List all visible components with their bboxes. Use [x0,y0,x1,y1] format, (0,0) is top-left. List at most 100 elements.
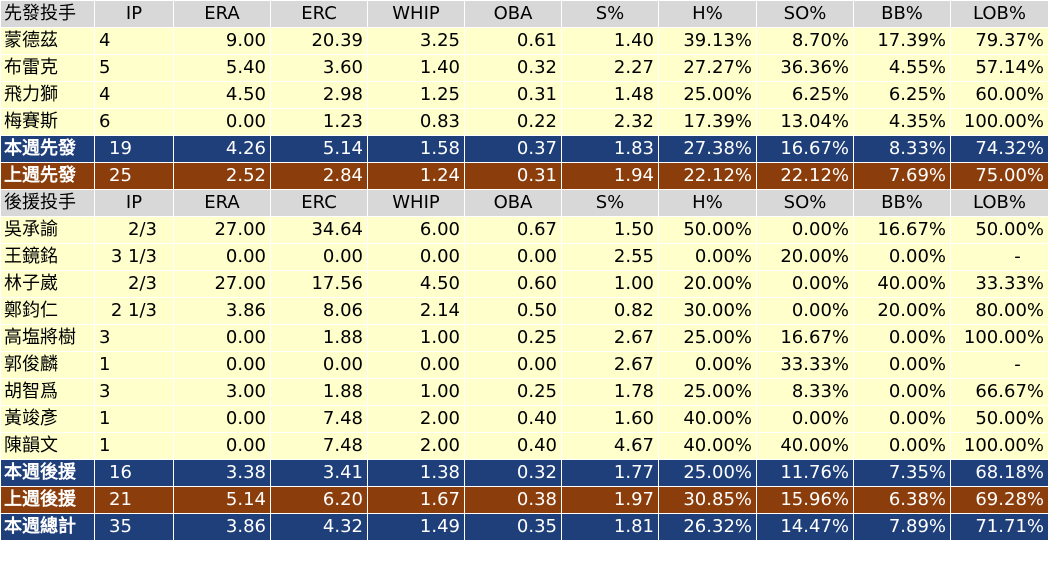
stat-oba: 0.40 [464,405,562,433]
stat-era: 4.50 [173,81,271,109]
pitcher-name: 林子崴 [0,270,95,298]
stat-h-pct: 20.00% [658,270,757,298]
stat-whip: 1.24 [367,162,465,190]
stat-erc: 2.84 [270,162,368,190]
stat-h-pct: 40.00% [658,432,757,460]
stat-whip: 1.58 [367,135,465,163]
stat-s-pct: 1.81 [561,513,659,541]
stat-s-pct: 1.94 [561,162,659,190]
starters-last-week-row: 上週先發 25 2.52 2.84 1.24 0.31 1.94 22.12% 22.12% 7.… [0,162,1048,190]
stat-bb-pct: 0.00% [853,378,951,406]
stat-lob-pct: 100.00% [950,432,1048,460]
stat-bb-pct: 7.35% [853,459,951,487]
stat-erc: 0.00 [270,351,368,379]
pitcher-name: 鄭鈞仁 [0,297,95,325]
column-header-so-pct: SO% [756,0,854,28]
pitcher-name: 陳韻文 [0,432,95,460]
stat-so-pct: 40.00% [756,432,854,460]
stat-s-pct: 1.50 [561,216,659,244]
stat-era: 27.00 [173,270,271,298]
stat-bb-pct: 7.69% [853,162,951,190]
stat-so-pct: 0.00% [756,216,854,244]
stat-bb-pct: 0.00% [853,351,951,379]
stat-so-pct: 6.25% [756,81,854,109]
stat-oba: 0.38 [464,486,562,514]
stat-s-pct: 1.97 [561,486,659,514]
stat-h-pct: 27.27% [658,54,757,82]
table-row: 鄭鈞仁 2 1/3 3.86 8.06 2.14 0.50 0.82 30.00% 0.00% 2… [0,297,1048,325]
stat-s-pct: 1.83 [561,135,659,163]
table-row: 梅賽斯 6 0.00 1.23 0.83 0.22 2.32 17.39% 13.04% 4.35… [0,108,1048,136]
stat-oba: 0.31 [464,162,562,190]
column-header-s-pct: S% [561,0,659,28]
stat-oba: 0.22 [464,108,562,136]
stat-era: 5.14 [173,486,271,514]
pitcher-name: 本週先發 [0,135,95,163]
stat-h-pct: 30.85% [658,486,757,514]
column-header-oba: OBA [464,189,562,217]
stat-era: 3.00 [173,378,271,406]
stat-whip: 1.49 [367,513,465,541]
stat-ip: 19 [94,135,174,163]
stat-h-pct: 17.39% [658,108,757,136]
pitcher-name: 上週先發 [0,162,95,190]
section-header-label: 後援投手 [0,189,95,217]
column-header-era: ERA [173,0,271,28]
stat-bb-pct: 6.25% [853,81,951,109]
column-header-so-pct: SO% [756,189,854,217]
stat-whip: 3.25 [367,27,465,55]
stat-bb-pct: 4.35% [853,108,951,136]
table-row: 蒙德茲 4 9.00 20.39 3.25 0.61 1.40 39.13% 8.70% 17.3… [0,27,1048,55]
stat-oba: 0.40 [464,432,562,460]
stat-era: 0.00 [173,405,271,433]
stat-oba: 0.37 [464,135,562,163]
stat-era: 3.86 [173,297,271,325]
stat-erc: 5.14 [270,135,368,163]
stat-oba: 0.00 [464,243,562,271]
stat-oba: 0.35 [464,513,562,541]
stat-bb-pct: 8.33% [853,135,951,163]
stat-s-pct: 1.00 [561,270,659,298]
stat-lob-pct: 50.00% [950,216,1048,244]
stat-h-pct: 26.32% [658,513,757,541]
stat-ip: 3 [94,378,174,406]
stat-whip: 2.00 [367,405,465,433]
column-header-h-pct: H% [658,0,757,28]
pitcher-name: 郭俊麟 [0,351,95,379]
stat-bb-pct: 0.00% [853,405,951,433]
table-row: 郭俊麟 1 0.00 0.00 0.00 0.00 2.67 0.00% 33.33% 0.00%… [0,351,1048,379]
stat-erc: 17.56 [270,270,368,298]
stat-erc: 34.64 [270,216,368,244]
pitching-stats-table: 先發投手 IP ERA ERC WHIP OBA S% H% SO% BB% LOB% 蒙德茲 4 9.0… [0,0,1048,541]
stat-so-pct: 36.36% [756,54,854,82]
stat-whip: 1.38 [367,459,465,487]
stat-lob-pct: 68.18% [950,459,1048,487]
stat-era: 0.00 [173,243,271,271]
stat-whip: 1.40 [367,54,465,82]
stat-whip: 2.14 [367,297,465,325]
pitcher-name: 吳承諭 [0,216,95,244]
stat-lob-pct: - [950,351,1048,379]
stat-ip: 6 [94,108,174,136]
stat-so-pct: 11.76% [756,459,854,487]
stat-oba: 0.32 [464,459,562,487]
stat-so-pct: 0.00% [756,297,854,325]
stat-era: 0.00 [173,432,271,460]
column-header-ip: IP [94,0,174,28]
pitcher-name: 黃竣彥 [0,405,95,433]
stat-s-pct: 0.82 [561,297,659,325]
column-header-oba: OBA [464,0,562,28]
stat-lob-pct: 60.00% [950,81,1048,109]
stat-h-pct: 25.00% [658,459,757,487]
stat-whip: 6.00 [367,216,465,244]
stat-ip: 2 1/3 [94,297,174,325]
stat-lob-pct: 33.33% [950,270,1048,298]
pitcher-name: 上週後援 [0,486,95,514]
stat-h-pct: 25.00% [658,81,757,109]
stat-so-pct: 13.04% [756,108,854,136]
stat-so-pct: 16.67% [756,135,854,163]
table-row: 飛力獅 4 4.50 2.98 1.25 0.31 1.48 25.00% 6.25% 6.25%… [0,81,1048,109]
stat-ip: 5 [94,54,174,82]
stat-erc: 3.60 [270,54,368,82]
stat-ip: 1 [94,432,174,460]
